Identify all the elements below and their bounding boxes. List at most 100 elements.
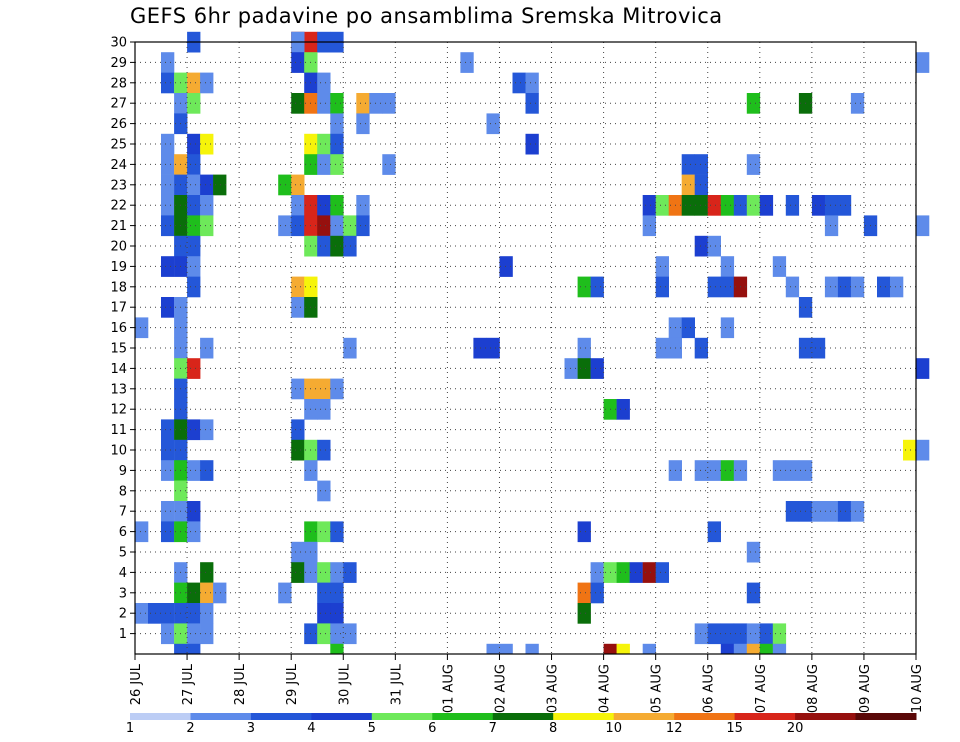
heat-cell xyxy=(916,215,930,237)
heat-cell xyxy=(707,276,721,298)
heat-cell xyxy=(317,399,331,420)
y-tick-label: 10 xyxy=(110,444,127,459)
colorbar-label: 5 xyxy=(368,721,376,736)
heat-cell xyxy=(655,562,669,583)
heat-cell xyxy=(330,521,344,543)
heat-cell xyxy=(291,297,305,318)
heat-cell xyxy=(330,562,344,583)
heat-cell xyxy=(356,215,370,237)
heat-cell xyxy=(642,562,656,583)
heat-cell xyxy=(746,154,761,175)
heat-cell xyxy=(785,195,800,216)
heat-cell xyxy=(330,154,344,175)
heat-cell xyxy=(460,52,474,73)
heat-cell xyxy=(746,582,761,604)
heat-cell xyxy=(356,93,370,114)
heat-cell xyxy=(317,72,331,94)
heat-cell xyxy=(486,643,500,655)
heat-cell xyxy=(187,623,201,645)
heat-cell xyxy=(213,174,227,196)
y-tick-label: 22 xyxy=(110,199,127,214)
heat-cell xyxy=(720,256,735,277)
heat-cell xyxy=(720,643,735,655)
colorbar-swatch xyxy=(855,713,917,720)
heat-cell xyxy=(187,460,201,481)
heat-cell xyxy=(161,256,175,277)
heat-cell xyxy=(694,154,708,175)
heat-cell xyxy=(200,215,214,237)
heat-cell xyxy=(187,195,201,216)
heat-cell xyxy=(187,419,201,441)
y-tick-label: 12 xyxy=(110,403,127,418)
colorbar-swatch xyxy=(371,713,433,720)
heat-cell xyxy=(187,643,201,655)
heat-cell xyxy=(746,623,761,645)
heat-cell xyxy=(694,235,708,257)
heat-cell xyxy=(161,195,175,216)
colorbar-swatch xyxy=(613,713,675,720)
heat-cell xyxy=(772,460,787,481)
heat-cell xyxy=(890,276,904,298)
heat-cell xyxy=(161,297,175,318)
heat-cell xyxy=(356,113,370,135)
heat-cell xyxy=(161,133,175,155)
y-tick-label: 25 xyxy=(110,138,127,153)
colorbar-swatch xyxy=(795,713,857,720)
x-tick-label: 01 AUG xyxy=(441,664,456,713)
heat-cell xyxy=(837,276,852,298)
heat-cell xyxy=(161,72,175,94)
heat-cell xyxy=(577,582,591,604)
heat-cell xyxy=(187,215,201,237)
heat-cell xyxy=(655,256,669,277)
heat-cell xyxy=(278,174,292,196)
heat-cell xyxy=(187,358,201,379)
heat-cell xyxy=(382,93,396,114)
y-tick-label: 18 xyxy=(110,280,127,295)
heat-cell xyxy=(200,582,214,604)
chart-title: GEFS 6hr padavine po ansamblima Sremska … xyxy=(130,4,723,28)
heat-cell xyxy=(577,358,591,379)
heat-cell xyxy=(187,93,201,114)
heat-cell xyxy=(291,93,305,114)
heat-cell xyxy=(291,195,305,216)
heat-cell xyxy=(343,215,357,237)
heat-cell xyxy=(837,501,852,522)
heat-cell xyxy=(317,562,331,583)
heat-cell xyxy=(278,215,292,237)
heat-cell xyxy=(161,419,175,441)
heat-cell xyxy=(824,215,839,237)
x-tick-label: 10 AUG xyxy=(910,664,925,713)
heat-cell xyxy=(200,562,214,583)
heat-cell xyxy=(291,439,305,461)
y-tick-label: 21 xyxy=(110,219,127,234)
y-tick-label: 11 xyxy=(110,423,127,438)
y-tick-label: 2 xyxy=(119,607,127,622)
heat-cell xyxy=(161,623,175,645)
heat-cell xyxy=(707,623,721,645)
heat-cell xyxy=(499,256,513,277)
heat-cell xyxy=(200,603,214,624)
heat-cell xyxy=(161,439,175,461)
y-tick-label: 15 xyxy=(110,342,127,357)
heat-cell xyxy=(317,215,331,237)
heat-cell xyxy=(200,174,214,196)
heat-cell xyxy=(877,276,891,298)
colorbar-swatch xyxy=(190,713,252,720)
heat-cell xyxy=(525,93,539,114)
heat-cell xyxy=(655,337,669,359)
y-tick-label: 1 xyxy=(119,627,127,642)
heat-cell xyxy=(772,623,787,645)
heat-cell xyxy=(291,276,305,298)
heat-cell xyxy=(785,276,800,298)
heat-cell xyxy=(291,215,305,237)
heat-cell xyxy=(694,174,708,196)
heat-cell xyxy=(317,439,331,461)
y-tick-label: 14 xyxy=(110,362,127,377)
heat-cell xyxy=(187,133,201,155)
heat-cell xyxy=(161,154,175,175)
heat-cell xyxy=(291,419,305,441)
heat-cell xyxy=(317,521,331,543)
heat-cell xyxy=(356,195,370,216)
heat-cell xyxy=(850,93,865,114)
heat-cell xyxy=(772,643,787,655)
